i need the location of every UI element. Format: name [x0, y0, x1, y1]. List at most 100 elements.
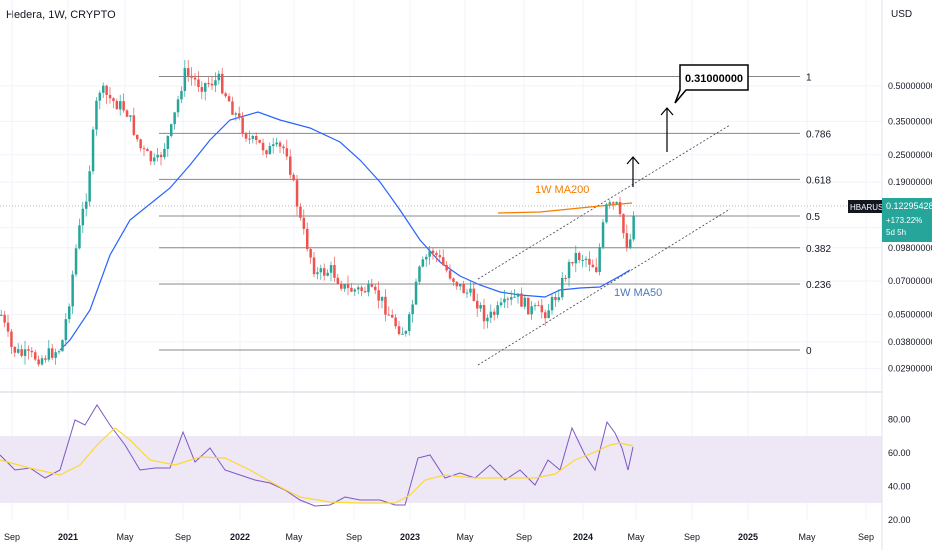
candle-body	[527, 297, 530, 315]
candle-body	[357, 287, 360, 290]
candle-body	[567, 261, 571, 279]
time-tick-label: 2025	[738, 532, 758, 542]
candle-body	[159, 154, 163, 158]
candle-body	[176, 99, 180, 113]
candle-body	[601, 222, 605, 248]
candle-body	[340, 283, 343, 289]
candle-body	[272, 144, 275, 147]
candle-body	[588, 258, 591, 265]
candle-body	[299, 206, 302, 218]
time-tick-label: 2021	[58, 532, 78, 542]
candle-body	[336, 277, 340, 284]
candle-body	[469, 288, 472, 293]
candle-body	[472, 288, 476, 301]
candle-body	[163, 148, 166, 158]
candle-body	[363, 290, 367, 293]
candle-body	[455, 281, 459, 287]
candle-body	[625, 233, 629, 248]
candle-body	[404, 331, 408, 334]
candle-body	[414, 281, 418, 305]
fib-label: 0.382	[806, 244, 831, 255]
candle-body	[581, 260, 584, 262]
symbol-name[interactable]: Hedera	[6, 9, 43, 21]
price-tick-label: 0.35000000	[888, 116, 932, 126]
candles	[0, 59, 635, 367]
time-tick-label: 2023	[400, 532, 420, 542]
price-tick-label: 0.03800000	[888, 337, 932, 347]
candle-body	[282, 146, 285, 149]
candle-body	[238, 113, 241, 118]
candle-body	[520, 293, 523, 307]
target-callout-box[interactable]	[674, 64, 749, 104]
candle-body	[51, 348, 54, 358]
candle-body	[241, 117, 244, 134]
candle-body	[37, 359, 40, 365]
candle-body	[333, 265, 336, 278]
time-tick-label: Sep	[175, 532, 191, 542]
candle-body	[618, 202, 622, 215]
candle-body	[435, 253, 438, 256]
candle-body	[550, 297, 554, 311]
candle-body	[68, 306, 71, 320]
price-tag-bg	[882, 198, 932, 242]
candle-body	[207, 83, 210, 85]
candle-body	[312, 257, 316, 275]
candle-body	[112, 98, 115, 102]
candle-body	[268, 146, 272, 155]
candle-body	[115, 101, 119, 110]
currency-label[interactable]: USD	[891, 9, 913, 20]
candle-body	[547, 310, 550, 319]
candle-body	[85, 201, 88, 209]
candle-body	[629, 239, 632, 248]
candle-body	[54, 352, 57, 358]
candle-body	[489, 311, 493, 318]
candle-body	[0, 314, 3, 316]
target-arrows	[626, 107, 674, 187]
candle-body	[265, 150, 268, 155]
price-tag-ticker-bg	[848, 200, 882, 213]
title-sep-1: ,	[42, 9, 49, 21]
time-tick-label: Sep	[4, 532, 20, 542]
candle-body	[132, 115, 136, 135]
candle-body	[367, 284, 370, 293]
channel-upper	[477, 124, 731, 280]
candle-body	[200, 87, 204, 92]
candle-body	[309, 249, 312, 258]
candle-body	[183, 68, 187, 91]
candle-body	[142, 148, 146, 150]
rsi-band	[0, 436, 882, 503]
interval-label[interactable]: 1W	[48, 9, 65, 21]
time-axis: Sep 2021 May Sep 2022 May Sep 2023 May Sep 2024 May…	[4, 532, 874, 542]
candle-body	[251, 135, 255, 139]
candle-body	[360, 287, 363, 291]
rsi-axis: 80.00 60.00 40.00 20.00	[888, 415, 911, 526]
price-tag-countdown: 5d 5h	[886, 228, 906, 237]
candle-body	[316, 272, 319, 275]
price-tick-label: 0.05000000	[888, 310, 932, 320]
candle-body	[27, 349, 30, 351]
candle-body	[258, 140, 261, 143]
candle-body	[346, 284, 350, 288]
candle-body	[391, 314, 394, 318]
candle-body	[493, 311, 496, 315]
candle-body	[95, 100, 98, 130]
candle-body	[119, 101, 122, 110]
candle-body	[20, 349, 23, 356]
candle-body	[523, 297, 527, 307]
price-tick-label: 0.02900000	[888, 364, 932, 374]
candle-body	[448, 270, 452, 279]
candle-body	[187, 68, 190, 76]
candle-body	[278, 142, 282, 147]
time-tick-label: 2022	[230, 532, 250, 542]
candle-body	[465, 292, 469, 294]
candle-body	[557, 297, 561, 301]
candle-body	[353, 289, 357, 292]
candle-body	[306, 228, 309, 250]
candle-body	[394, 317, 397, 327]
candle-body	[608, 202, 612, 205]
candle-body	[564, 277, 567, 279]
rsi-tick-label: 80.00	[888, 415, 911, 425]
time-tick-label: Sep	[346, 532, 362, 542]
price-tick-label: 0.25000000	[888, 150, 932, 160]
